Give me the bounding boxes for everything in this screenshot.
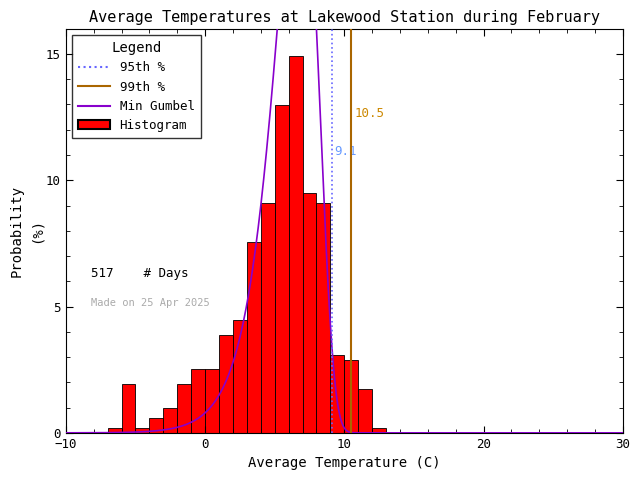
Legend: 95th %, 99th %, Min Gumbel, Histogram: 95th %, 99th %, Min Gumbel, Histogram: [72, 35, 201, 138]
Bar: [275, 106, 289, 433]
Text: 517    # Days: 517 # Days: [91, 267, 188, 280]
Bar: [149, 418, 163, 433]
Bar: [219, 335, 233, 433]
Text: 10.5: 10.5: [354, 107, 384, 120]
Bar: [177, 384, 191, 433]
Title: Average Temperatures at Lakewood Station during February: Average Temperatures at Lakewood Station…: [89, 10, 600, 25]
Bar: [344, 360, 358, 433]
Bar: [136, 428, 149, 433]
Bar: [247, 242, 260, 433]
X-axis label: Average Temperature (C): Average Temperature (C): [248, 456, 440, 470]
Bar: [122, 384, 136, 433]
Bar: [191, 370, 205, 433]
Text: 9.1: 9.1: [334, 145, 356, 158]
Bar: [233, 321, 247, 433]
Bar: [289, 57, 303, 433]
Bar: [330, 355, 344, 433]
Text: Made on 25 Apr 2025: Made on 25 Apr 2025: [91, 298, 210, 308]
Bar: [108, 428, 122, 433]
Bar: [372, 428, 386, 433]
Bar: [260, 203, 275, 433]
Bar: [316, 203, 330, 433]
Bar: [163, 408, 177, 433]
Bar: [303, 193, 316, 433]
Bar: [205, 370, 219, 433]
Bar: [358, 389, 372, 433]
Y-axis label: Probability
(%): Probability (%): [10, 185, 44, 277]
